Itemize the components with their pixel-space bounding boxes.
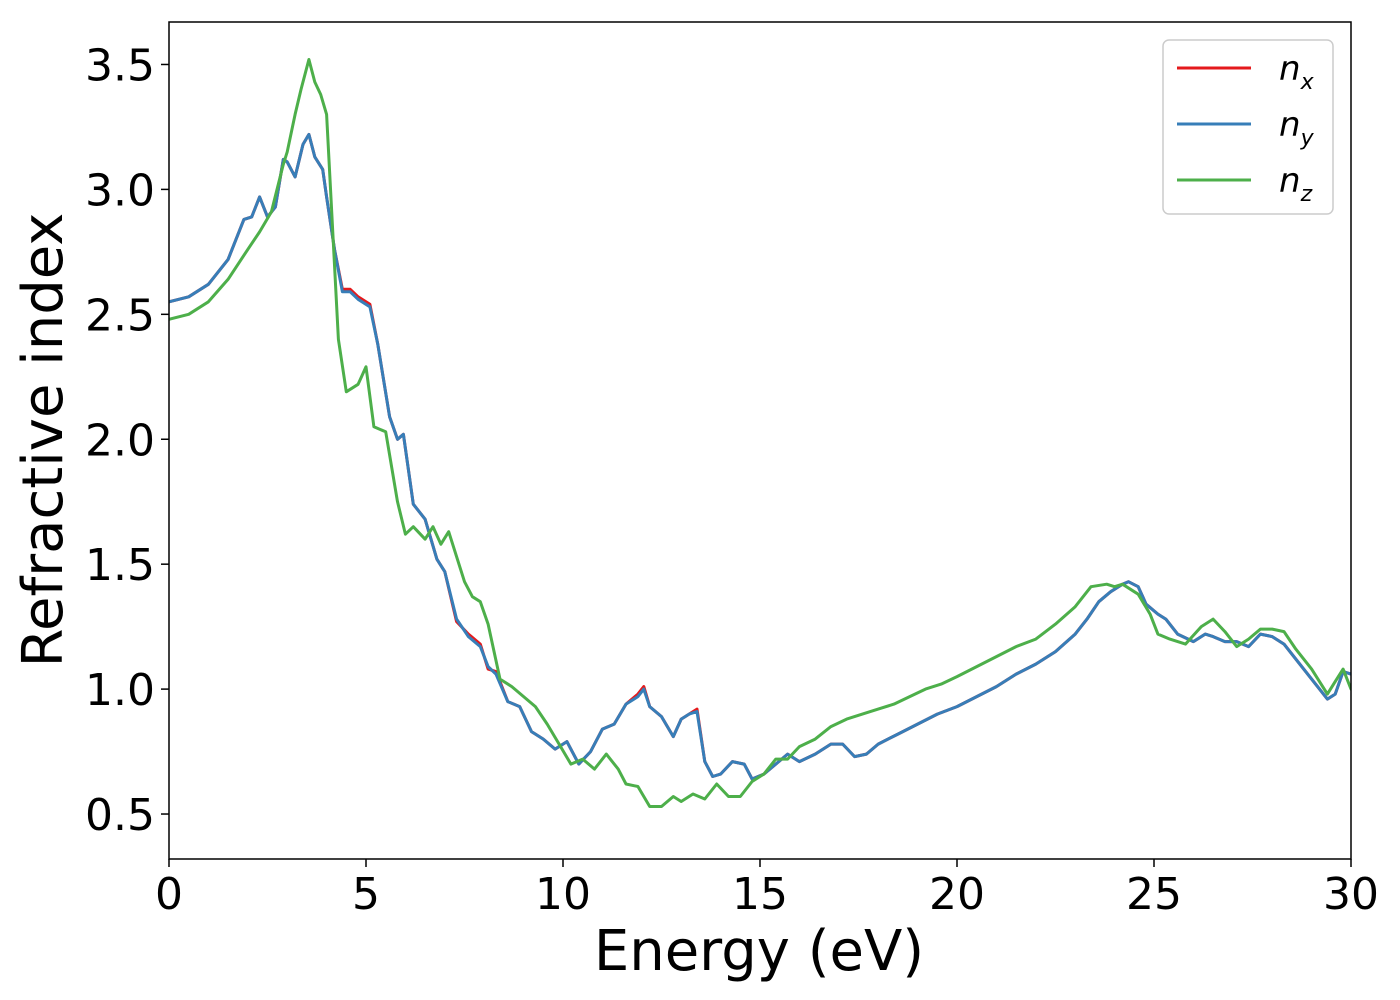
axis-layer: 0 5 10 15 20 25 30 0.5 1.0 1.5 2.0 2.5 3.0 3.5	[85, 21, 1379, 920]
y-tick-label: 1.5	[85, 540, 155, 591]
series-line-y	[169, 132, 1351, 781]
x-tick-label: 25	[1126, 869, 1182, 920]
legend-box	[1162, 39, 1334, 215]
legend-label-z: nz	[1279, 161, 1313, 207]
y-tick-label: 2.5	[85, 290, 155, 341]
x-tick-label: 10	[535, 869, 591, 920]
y-tick-label: 0.5	[85, 790, 155, 841]
x-tick-label: 15	[732, 869, 788, 920]
legend-label-x: nx	[1279, 49, 1315, 95]
y-tick-label: 3.0	[85, 165, 155, 216]
series-line-z	[169, 58, 1351, 808]
y-axis-title: Refractive index	[11, 213, 76, 668]
x-tick-label: 20	[929, 869, 985, 920]
y-tick-label: 3.5	[85, 40, 155, 91]
legend: nx ny nz	[1162, 39, 1334, 215]
legend-label-y: ny	[1279, 105, 1315, 151]
y-tick-label: 2.0	[85, 415, 155, 466]
series-line-x	[169, 132, 1351, 781]
x-tick-label: 30	[1323, 869, 1379, 920]
x-axis-title: Energy (eV)	[594, 919, 924, 984]
series-layer	[169, 58, 1351, 808]
x-tick-label: 0	[155, 869, 183, 920]
x-tick-label: 5	[352, 869, 380, 920]
y-tick-label: 1.0	[85, 665, 155, 716]
